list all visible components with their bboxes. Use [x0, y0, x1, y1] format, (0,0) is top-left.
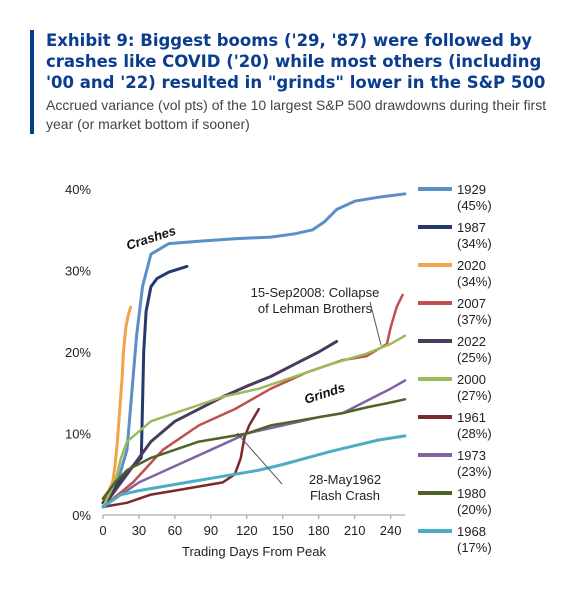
x-tick-label: 240 — [380, 523, 402, 538]
legend-label-1968: 1968 — [457, 524, 486, 539]
legend-sublabel-1968: (17%) — [457, 540, 492, 555]
flash-crash-pointer — [236, 432, 283, 485]
x-axis-label: Trading Days From Peak — [182, 544, 327, 559]
x-tick-label: 210 — [344, 523, 366, 538]
series-line-1929 — [101, 192, 407, 509]
grinds-label: Grinds — [302, 380, 346, 407]
x-tick-label: 0 — [99, 523, 106, 538]
flash-crash-label-line1: 28-May1962 — [309, 472, 381, 487]
x-tick-label: 150 — [272, 523, 294, 538]
legend-label-2007: 2007 — [457, 296, 486, 311]
exhibit-title: Exhibit 9: Biggest booms ('29, '87) were… — [46, 31, 546, 92]
x-tick-label: 180 — [308, 523, 330, 538]
flash-crash-label-line2: Flash Crash — [310, 488, 380, 503]
y-tick-label: 10% — [65, 427, 91, 442]
y-tick-label: 30% — [65, 264, 91, 279]
series-line-2000 — [101, 334, 407, 509]
legend-sublabel-1973: (23%) — [457, 464, 492, 479]
legend-label-1929: 1929 — [457, 182, 486, 197]
legend-label-2020: 2020 — [457, 258, 486, 273]
lehman-label-line1: 15-Sep2008: Collapse — [251, 285, 380, 300]
lehman-label-line2: of Lehman Brothers — [258, 301, 373, 316]
title-block: Exhibit 9: Biggest booms ('29, '87) were… — [30, 30, 566, 134]
y-tick-label: 0% — [72, 508, 91, 523]
legend-label-1961: 1961 — [457, 410, 486, 425]
y-tick-label: 20% — [65, 345, 91, 360]
x-tick-label: 60 — [168, 523, 182, 538]
series-layer — [101, 192, 407, 509]
series-line-2020 — [101, 305, 133, 501]
y-tick-label: 40% — [65, 182, 91, 197]
x-tick-label: 120 — [236, 523, 258, 538]
legend-label-1987: 1987 — [457, 220, 486, 235]
series-line-1973 — [101, 379, 407, 509]
chart-legend: 1929(45%)1987(34%)2020(34%)2007(37%)2022… — [418, 182, 492, 555]
series-line-1980 — [101, 398, 407, 500]
legend-label-2022: 2022 — [457, 334, 486, 349]
chart-annotations: Crashes Grinds 15-Sep2008: Collapse of L… — [124, 223, 382, 503]
chart-axes: 0 30 60 90 120 150 180 210 240 0% 10% 20% 30% 40% Trad… — [65, 182, 405, 559]
legend-sublabel-2020: (34%) — [457, 274, 492, 289]
legend-label-1980: 1980 — [457, 486, 486, 501]
legend-label-2000: 2000 — [457, 372, 486, 387]
x-tick-label: 30 — [132, 523, 146, 538]
exhibit-subtitle: Accrued variance (vol pts) of the 10 lar… — [46, 97, 547, 132]
legend-label-1973: 1973 — [457, 448, 486, 463]
lehman-pointer — [369, 301, 382, 346]
crashes-label: Crashes — [124, 223, 177, 253]
legend-sublabel-2000: (27%) — [457, 388, 492, 403]
legend-sublabel-1929: (45%) — [457, 198, 492, 213]
legend-sublabel-2007: (37%) — [457, 312, 492, 327]
series-line-1968 — [101, 434, 407, 509]
legend-sublabel-1987: (34%) — [457, 236, 492, 251]
legend-sublabel-2022: (25%) — [457, 350, 492, 365]
x-tick-label: 90 — [204, 523, 218, 538]
legend-sublabel-1980: (20%) — [457, 502, 492, 517]
legend-sublabel-1961: (28%) — [457, 426, 492, 441]
